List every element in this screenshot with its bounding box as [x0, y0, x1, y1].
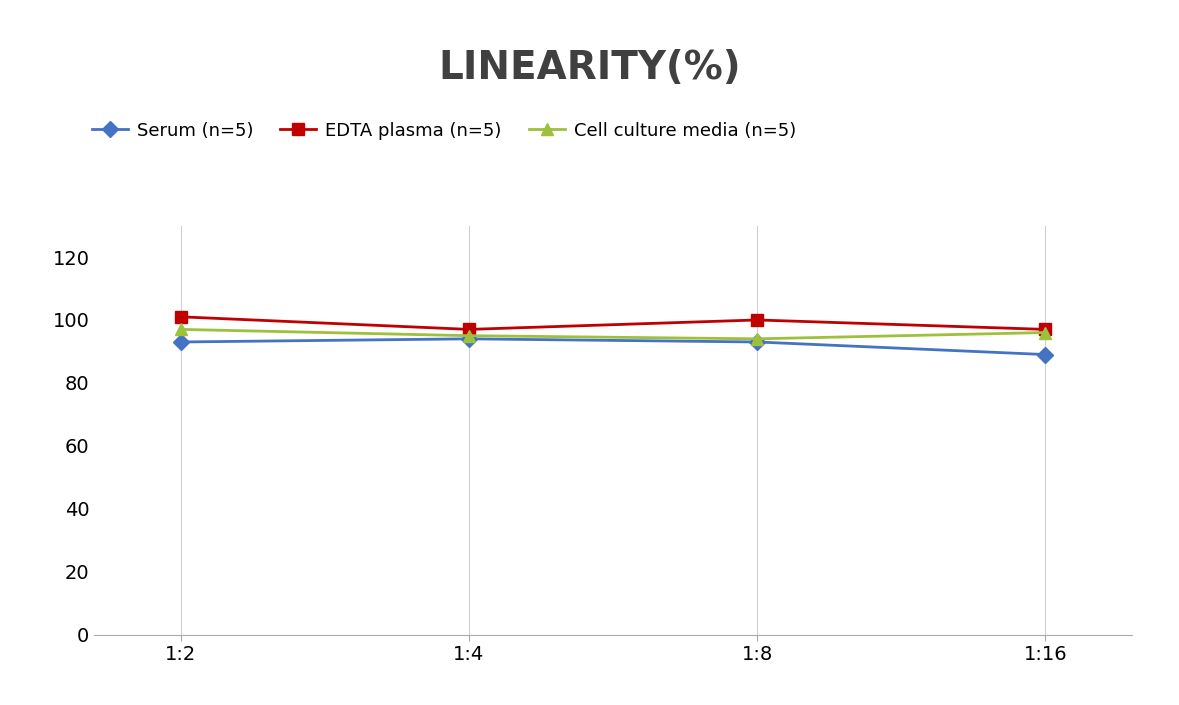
- Serum (n=5): [750, 338, 764, 346]
- EDTA plasma (n=5): [462, 325, 476, 333]
- Text: LINEARITY(%): LINEARITY(%): [439, 49, 740, 87]
- Legend: Serum (n=5), EDTA plasma (n=5), Cell culture media (n=5): Serum (n=5), EDTA plasma (n=5), Cell cul…: [92, 122, 796, 140]
- Line: EDTA plasma (n=5): EDTA plasma (n=5): [176, 312, 1050, 335]
- Serum (n=5): [173, 338, 187, 346]
- Serum (n=5): [1039, 350, 1053, 359]
- Cell culture media (n=5): [750, 335, 764, 343]
- EDTA plasma (n=5): [1039, 325, 1053, 333]
- Line: Cell culture media (n=5): Cell culture media (n=5): [176, 324, 1050, 344]
- Line: Serum (n=5): Serum (n=5): [176, 333, 1050, 360]
- Serum (n=5): [462, 335, 476, 343]
- Cell culture media (n=5): [462, 331, 476, 340]
- EDTA plasma (n=5): [173, 312, 187, 321]
- Cell culture media (n=5): [173, 325, 187, 333]
- Cell culture media (n=5): [1039, 329, 1053, 337]
- EDTA plasma (n=5): [750, 316, 764, 324]
